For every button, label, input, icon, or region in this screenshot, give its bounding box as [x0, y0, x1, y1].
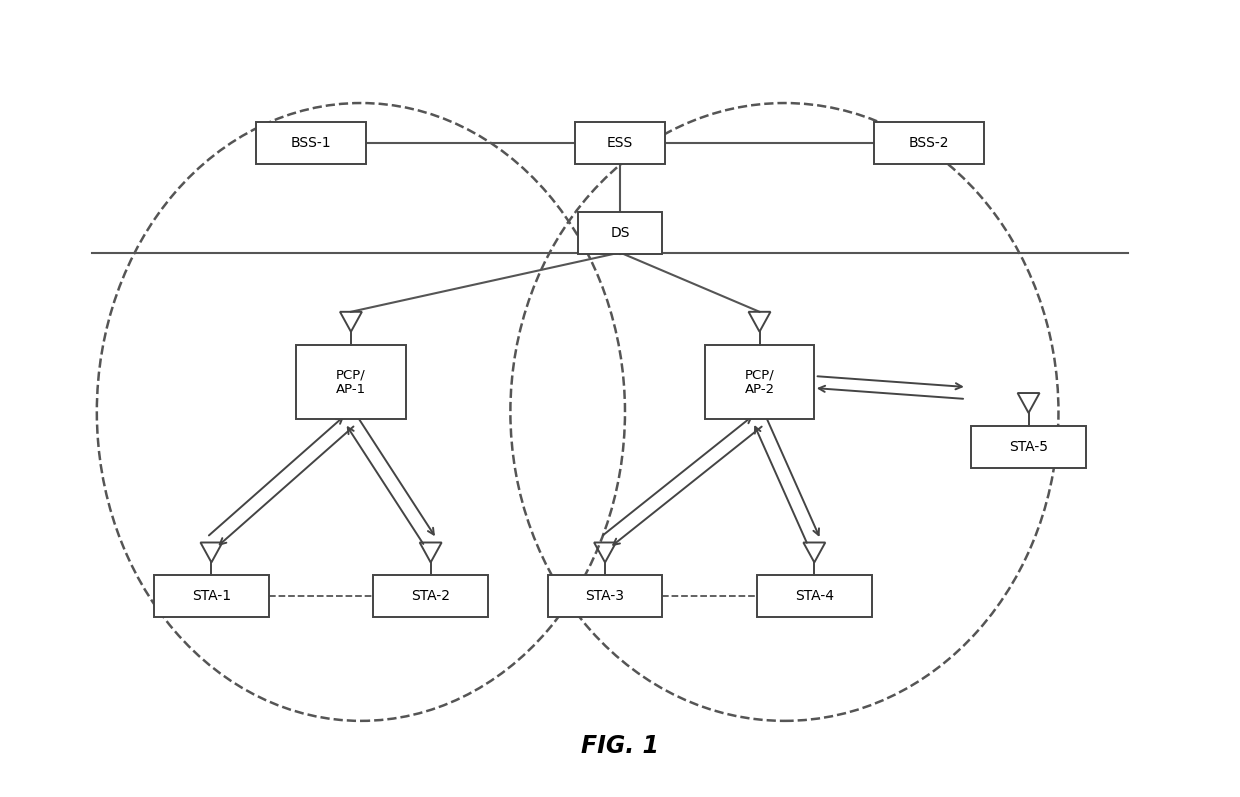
FancyBboxPatch shape	[257, 122, 366, 164]
FancyBboxPatch shape	[575, 122, 665, 164]
Text: STA-3: STA-3	[585, 589, 625, 603]
Text: DS: DS	[610, 226, 630, 240]
Text: STA-2: STA-2	[412, 589, 450, 603]
Text: PCP/
AP-2: PCP/ AP-2	[744, 368, 775, 396]
FancyBboxPatch shape	[874, 122, 983, 164]
Text: STA-5: STA-5	[1009, 440, 1048, 453]
Text: STA-1: STA-1	[192, 589, 231, 603]
FancyBboxPatch shape	[373, 575, 489, 617]
FancyBboxPatch shape	[296, 344, 405, 419]
Text: FIG. 1: FIG. 1	[582, 734, 658, 758]
FancyBboxPatch shape	[971, 426, 1086, 468]
FancyBboxPatch shape	[548, 575, 662, 617]
FancyBboxPatch shape	[154, 575, 269, 617]
FancyBboxPatch shape	[578, 212, 662, 253]
Text: BSS-1: BSS-1	[290, 136, 331, 150]
Text: ESS: ESS	[606, 136, 634, 150]
Text: PCP/
AP-1: PCP/ AP-1	[336, 368, 366, 396]
FancyBboxPatch shape	[758, 575, 872, 617]
Text: BSS-2: BSS-2	[909, 136, 949, 150]
Text: STA-4: STA-4	[795, 589, 833, 603]
FancyBboxPatch shape	[704, 344, 815, 419]
